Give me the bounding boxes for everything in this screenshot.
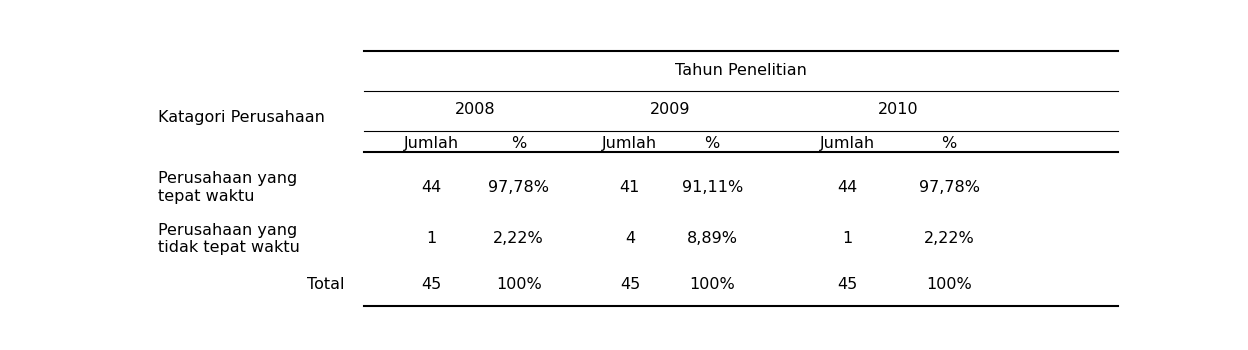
Text: Jumlah: Jumlah xyxy=(404,135,459,150)
Text: 1: 1 xyxy=(427,231,437,246)
Text: 100%: 100% xyxy=(926,277,972,292)
Text: 45: 45 xyxy=(837,277,857,292)
Text: 4: 4 xyxy=(625,231,635,246)
Text: 2008: 2008 xyxy=(454,103,495,117)
Text: 97,78%: 97,78% xyxy=(919,180,980,195)
Text: 2,22%: 2,22% xyxy=(924,231,975,246)
Text: 44: 44 xyxy=(422,180,442,195)
Text: 100%: 100% xyxy=(689,277,735,292)
Text: 45: 45 xyxy=(620,277,640,292)
Text: Total: Total xyxy=(307,277,344,292)
Text: 2010: 2010 xyxy=(877,103,919,117)
Text: Jumlah: Jumlah xyxy=(820,135,875,150)
Text: 8,89%: 8,89% xyxy=(686,231,738,246)
Text: 44: 44 xyxy=(837,180,857,195)
Text: %: % xyxy=(705,135,720,150)
Text: 2,22%: 2,22% xyxy=(493,231,544,246)
Text: %: % xyxy=(512,135,527,150)
Text: 91,11%: 91,11% xyxy=(681,180,743,195)
Text: Katagori Perusahaan: Katagori Perusahaan xyxy=(158,110,324,125)
Text: 41: 41 xyxy=(620,180,640,195)
Text: 45: 45 xyxy=(422,277,442,292)
Text: 100%: 100% xyxy=(495,277,542,292)
Text: 97,78%: 97,78% xyxy=(488,180,549,195)
Text: %: % xyxy=(941,135,957,150)
Text: Perusahaan yang
tepat waktu: Perusahaan yang tepat waktu xyxy=(158,172,297,204)
Text: 2009: 2009 xyxy=(650,103,691,117)
Text: Perusahaan yang
tidak tepat waktu: Perusahaan yang tidak tepat waktu xyxy=(158,223,300,255)
Text: 1: 1 xyxy=(842,231,852,246)
Text: Jumlah: Jumlah xyxy=(603,135,658,150)
Text: Tahun Penelitian: Tahun Penelitian xyxy=(675,63,807,78)
